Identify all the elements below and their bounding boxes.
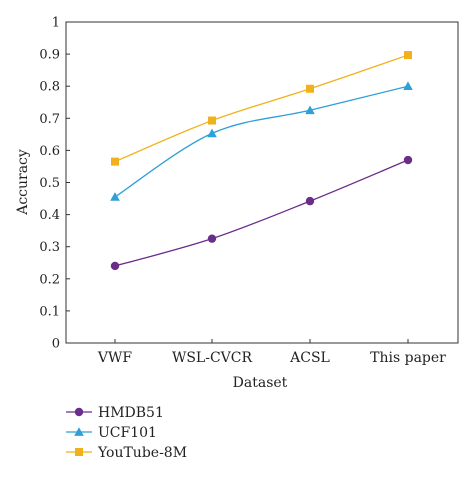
y-tick-label: 0.5 <box>39 176 60 191</box>
legend-label: YouTube-8M <box>97 445 187 461</box>
y-tick-label: 0 <box>52 337 60 352</box>
y-axis-title: Accuracy <box>15 149 31 216</box>
series-line <box>114 54 409 163</box>
legend-marker <box>74 427 84 436</box>
y-tick-label: 0.3 <box>39 240 60 255</box>
data-point <box>305 196 315 206</box>
legend-item: HMDB51 <box>66 405 164 421</box>
series-youtube-8m <box>111 51 412 166</box>
legend-marker <box>75 448 83 456</box>
y-tick-label: 0.1 <box>39 304 60 319</box>
data-point <box>111 157 119 166</box>
data-point <box>207 234 217 243</box>
series-line <box>114 159 409 267</box>
y-tick-label: 1 <box>52 16 60 31</box>
plot-border <box>65 21 459 344</box>
data-point <box>207 128 217 138</box>
x-tick-label: WSL-CVCR <box>172 350 253 366</box>
y-tick-label: 0.2 <box>39 272 60 287</box>
y-tick-label: 0.4 <box>39 208 60 223</box>
y-axis-ticks: 0 0.1 0.2 0.3 0.4 0.5 0.6 0.7 0.8 0.9 1 <box>39 16 70 352</box>
legend-marker <box>74 407 84 417</box>
y-tick-label: 0.8 <box>39 80 60 95</box>
data-point <box>403 155 413 165</box>
data-point <box>208 116 216 125</box>
series-line <box>114 85 409 198</box>
x-tick-label: VWF <box>97 350 133 366</box>
data-point <box>403 81 413 91</box>
x-axis-ticks: VWF WSL-CVCR ACSL This paper <box>97 339 446 366</box>
plot-frame <box>65 21 459 344</box>
y-tick-label: 0.9 <box>39 48 60 63</box>
y-tick-label: 0.6 <box>39 144 60 159</box>
legend-label: HMDB51 <box>98 405 164 421</box>
data-point <box>110 192 120 201</box>
x-tick-label: ACSL <box>289 350 330 366</box>
data-point <box>110 261 120 271</box>
x-tick-label: This paper <box>370 350 446 366</box>
x-axis-title: Dataset <box>233 375 288 391</box>
series-hmdb51 <box>110 155 413 271</box>
data-point <box>305 105 315 115</box>
data-point <box>404 51 412 60</box>
legend-label: UCF101 <box>98 425 157 441</box>
y-tick-label: 0.7 <box>39 112 60 127</box>
data-point <box>306 84 314 93</box>
legend: HMDB51 UCF101 YouTube-8M <box>66 405 187 461</box>
series-layer <box>110 51 413 271</box>
legend-item: YouTube-8M <box>66 445 187 461</box>
legend-item: UCF101 <box>66 425 157 441</box>
series-ucf101 <box>110 81 413 201</box>
